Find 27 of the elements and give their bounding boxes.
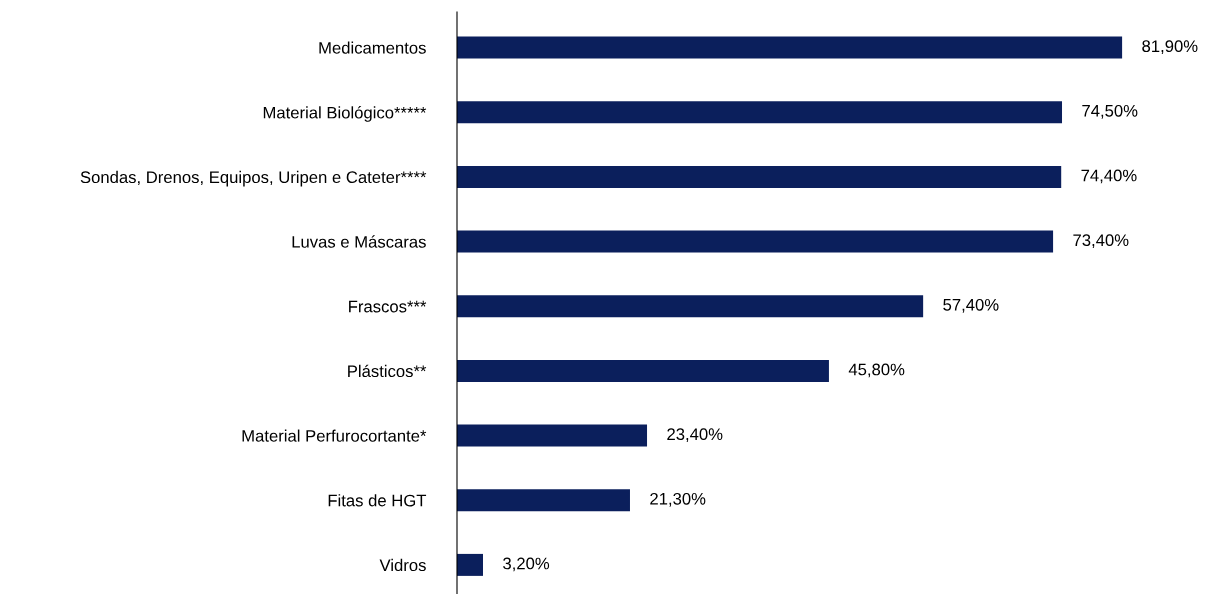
bar: [457, 489, 630, 512]
bar: [457, 359, 829, 382]
y-tick-label: Fitas de HGT: [328, 494, 427, 507]
data-label: 21,30%: [650, 492, 706, 507]
bar: [457, 424, 648, 447]
bar: [457, 295, 924, 318]
y-tick-label: Vidros: [379, 558, 426, 572]
bar: [457, 101, 1063, 124]
data-label: 45,80%: [848, 363, 905, 378]
y-tick-label: Plásticos**: [348, 364, 427, 378]
bar: [457, 553, 483, 576]
bar: [457, 165, 1062, 188]
bar: [457, 36, 1123, 59]
data-label: 57,40%: [943, 298, 999, 313]
data-label: 74,50%: [1082, 104, 1138, 119]
y-tick-label: Medicamentos: [319, 41, 426, 54]
y-tick-label: Sondas, Drenos, Equipos, Uripen e Cateter****: [80, 170, 427, 187]
data-label: 81,90%: [1142, 40, 1198, 55]
y-tick-label: Material Biológico*****: [263, 106, 427, 122]
data-label: 23,40%: [667, 428, 723, 443]
data-label: 3,20%: [503, 557, 550, 572]
y-tick-label: Luvas e Máscaras: [292, 235, 426, 248]
y-tick-label: Material Perfurocortante*: [242, 429, 427, 442]
data-label: 74,40%: [1081, 169, 1137, 184]
bar: [457, 230, 1054, 253]
y-tick-label: Frascos***: [349, 300, 427, 313]
data-label: 73,40%: [1073, 234, 1129, 249]
